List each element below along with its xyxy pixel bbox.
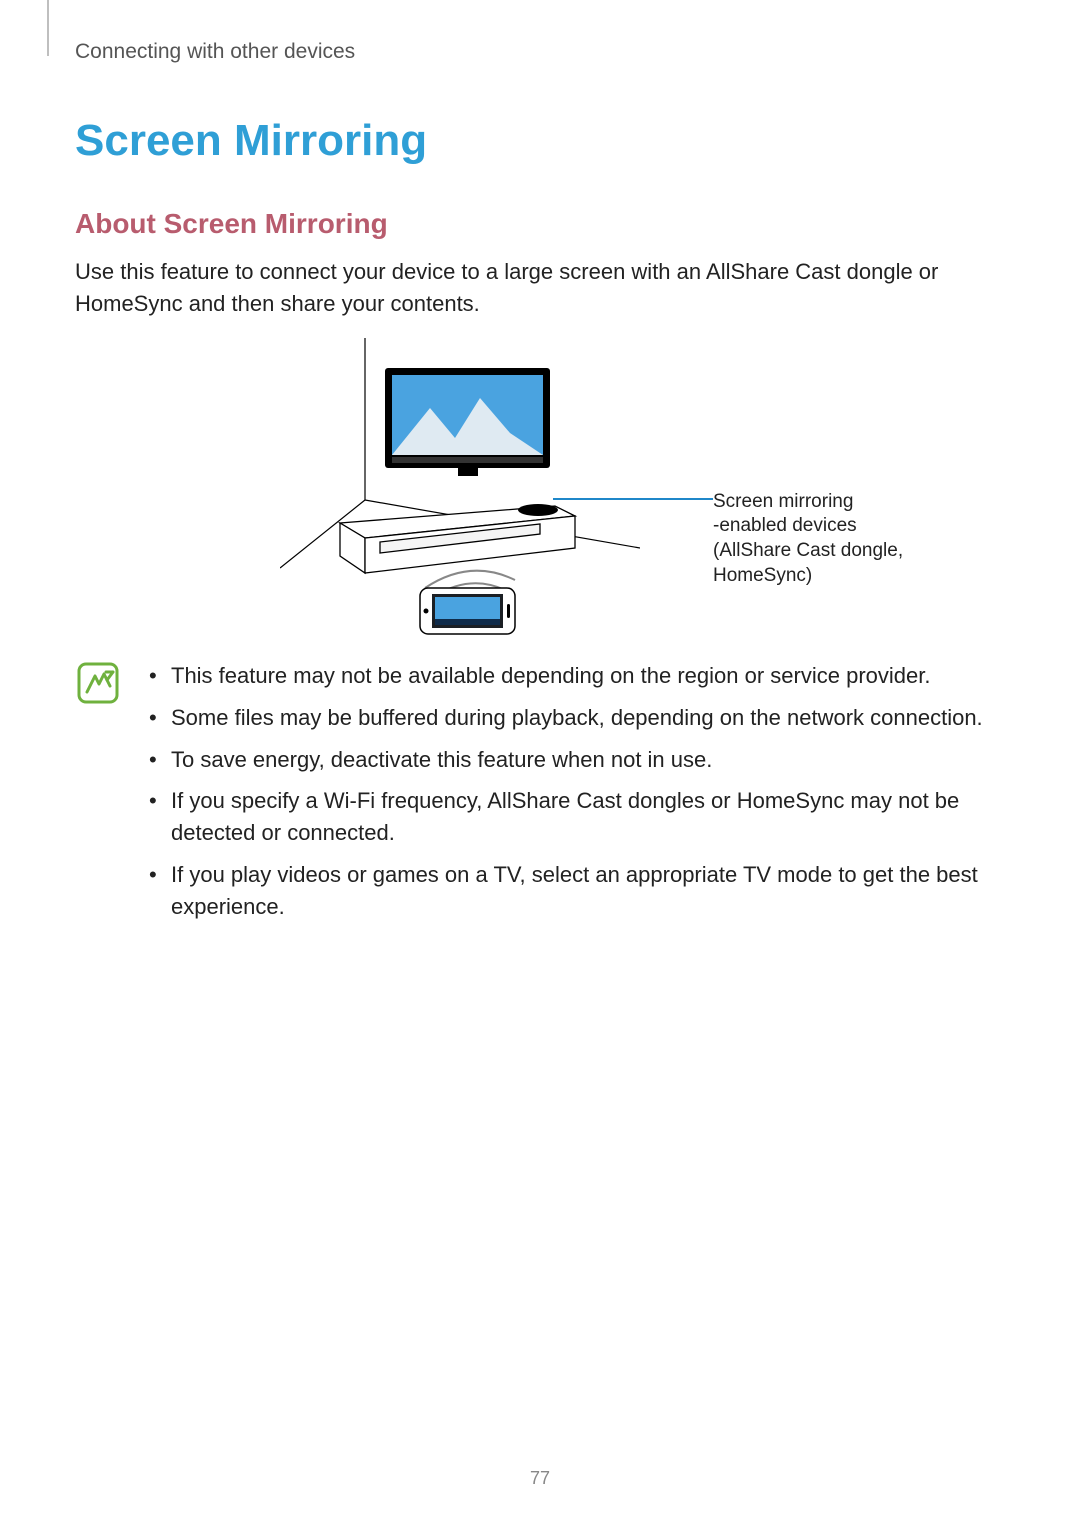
note-item: If you specify a Wi-Fi frequency, AllSha… (149, 785, 1005, 849)
note-block: This feature may not be available depend… (75, 660, 1005, 933)
diagram-illustration (280, 338, 640, 638)
callout-line-4: HomeSync) (713, 564, 943, 589)
tv-stand-icon (340, 506, 575, 573)
note-list: This feature may not be available depend… (149, 660, 1005, 933)
breadcrumb: Connecting with other devices (75, 40, 1005, 64)
page-content: Connecting with other devices Screen Mir… (0, 0, 1080, 933)
mirroring-diagram: Screen mirroring -enabled devices (AllSh… (75, 338, 1005, 638)
callout-line-2: -enabled devices (713, 514, 943, 539)
page-number: 77 (0, 1468, 1080, 1489)
tv-icon (385, 368, 550, 476)
note-item: If you play videos or games on a TV, sel… (149, 859, 1005, 923)
dongle-icon (518, 504, 558, 516)
section-intro: Use this feature to connect your device … (75, 256, 1005, 320)
callout-line-1: Screen mirroring (713, 490, 943, 515)
note-icon (77, 662, 119, 709)
note-item: This feature may not be available depend… (149, 660, 1005, 692)
callout-line-3: (AllShare Cast dongle, (713, 539, 943, 564)
note-item: Some files may be buffered during playba… (149, 702, 1005, 734)
phone-icon (420, 588, 515, 634)
section-heading: About Screen Mirroring (75, 208, 1005, 240)
diagram-callout: Screen mirroring -enabled devices (AllSh… (713, 490, 943, 589)
note-item: To save energy, deactivate this feature … (149, 744, 1005, 776)
page-title: Screen Mirroring (75, 116, 1005, 166)
